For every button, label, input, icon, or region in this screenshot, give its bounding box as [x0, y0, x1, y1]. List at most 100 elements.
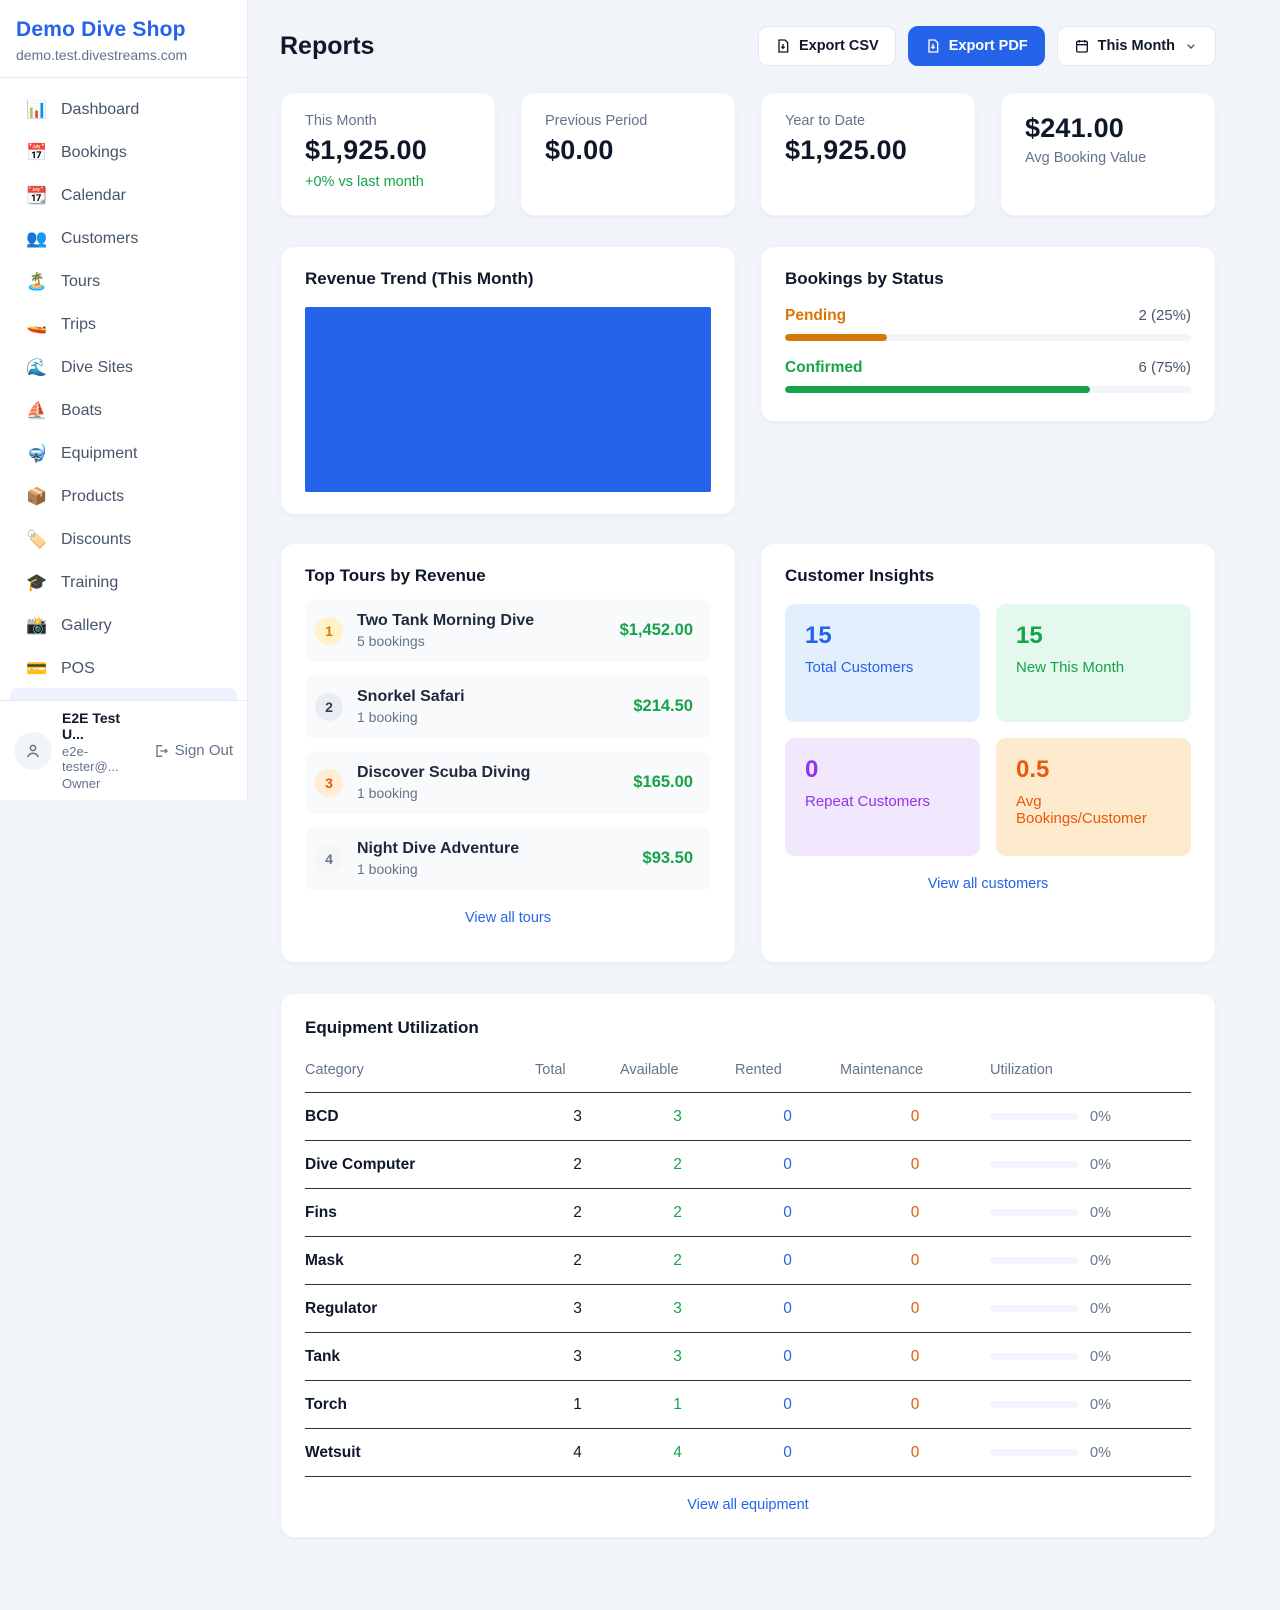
sidebar-item-reports-active-partial[interactable]	[10, 688, 237, 700]
rank-badge: 4	[315, 844, 343, 873]
sidebar-item-tours[interactable]: 🏝️ Tours	[10, 264, 237, 300]
sidebar-item-dive-sites[interactable]: 🌊 Dive Sites	[10, 350, 237, 386]
sidebar-item-calendar[interactable]: 📆 Calendar	[10, 178, 237, 214]
tour-name: Night Dive Adventure	[357, 840, 520, 857]
utilization-cell: 0%	[990, 1205, 1191, 1221]
sidebar-item-trips[interactable]: 🚤 Trips	[10, 307, 237, 343]
status-value: 2 (25%)	[1138, 307, 1191, 324]
sign-out-button[interactable]: Sign Out	[153, 742, 233, 759]
cell-category: Wetsuit	[305, 1428, 535, 1477]
sidebar-item-equipment[interactable]: 🤿 Equipment	[10, 436, 237, 472]
cell-maintenance: 0	[840, 1188, 990, 1237]
tour-name: Discover Scuba Diving	[357, 764, 531, 781]
top-tours-title: Top Tours by Revenue	[305, 566, 486, 585]
cell-total: 2	[535, 1140, 620, 1189]
file-download-icon	[928, 39, 939, 53]
view-all-equipment-link[interactable]: View all equipment	[687, 1497, 809, 1513]
cell-available: 4	[620, 1428, 735, 1477]
revenue-trend-chart	[305, 307, 711, 492]
utilization-bar	[990, 1401, 1078, 1408]
cell-total: 1	[535, 1380, 620, 1429]
sidebar-item-customers[interactable]: 👥 Customers	[10, 221, 237, 257]
tour-row[interactable]: 2 Snorkel Safari 1 booking $214.50	[305, 675, 711, 738]
revenue-trend-card: Revenue Trend (This Month)	[280, 246, 736, 515]
view-all-customers-link[interactable]: View all customers	[927, 876, 1049, 892]
utilization-percent: 0%	[1090, 1204, 1111, 1221]
sidebar-item-training[interactable]: 🎓 Training	[10, 565, 237, 601]
insight-tile-total-customers: 15 Total Customers	[785, 604, 980, 722]
table-row: Torch 1 1 0 0 0%	[305, 1380, 1191, 1429]
tile-label: Repeat Customers	[805, 793, 931, 810]
brand-domain: demo.test.divestreams.com	[16, 47, 188, 63]
bookings-by-status-card: Bookings by Status Pending 2 (25%) Confi…	[760, 246, 1216, 422]
export-pdf-button[interactable]: Export PDF	[907, 26, 1045, 66]
brand-name[interactable]: Demo Dive Shop	[16, 18, 186, 41]
tour-row[interactable]: 1 Two Tank Morning Dive 5 bookings $1,45…	[305, 599, 711, 662]
sidebar-item-label: Gallery	[61, 617, 112, 634]
customers-icon: 👥	[26, 229, 48, 248]
export-csv-button[interactable]: Export CSV	[757, 26, 896, 66]
utilization-bar	[990, 1161, 1078, 1168]
insight-grid: 15 Total Customers 15 New This Month 0 R…	[785, 604, 1191, 856]
cell-available: 2	[620, 1236, 735, 1285]
tour-row[interactable]: 3 Discover Scuba Diving 1 booking $165.0…	[305, 751, 711, 814]
period-dropdown[interactable]: This Month	[1056, 26, 1216, 66]
chevron-down-icon	[1187, 44, 1195, 49]
sidebar-item-label: Calendar	[61, 187, 126, 204]
utilization-percent: 0%	[1090, 1156, 1111, 1173]
cell-rented: 0	[735, 1236, 840, 1285]
col-utilization: Utilization	[990, 1052, 1191, 1093]
utilization-cell: 0%	[990, 1349, 1191, 1365]
utilization-bar	[990, 1353, 1078, 1360]
table-row: Tank 3 3 0 0 0%	[305, 1332, 1191, 1381]
charts-row: Revenue Trend (This Month) Bookings by S…	[280, 246, 1216, 515]
insight-tile-repeat-customers: 0 Repeat Customers	[785, 738, 980, 856]
table-row: Dive Computer 2 2 0 0 0%	[305, 1140, 1191, 1189]
sidebar-item-pos[interactable]: 💳 POS	[10, 651, 237, 687]
sidebar: Demo Dive Shop demo.test.divestreams.com…	[0, 0, 248, 800]
rank-badge: 1	[315, 616, 343, 645]
sidebar-item-label: Customers	[61, 230, 139, 247]
cell-total: 4	[535, 1428, 620, 1477]
sidebar-item-bookings[interactable]: 📅 Bookings	[10, 135, 237, 171]
utilization-percent: 0%	[1090, 1348, 1111, 1365]
brand-block[interactable]: Demo Dive Shop demo.test.divestreams.com	[0, 0, 247, 78]
cell-available: 2	[620, 1140, 735, 1189]
person-icon	[27, 744, 39, 757]
stat-value: $1,925.00	[785, 135, 907, 165]
sidebar-item-boats[interactable]: ⛵ Boats	[10, 393, 237, 429]
cell-category: BCD	[305, 1092, 535, 1141]
cell-available: 3	[620, 1332, 735, 1381]
tour-row[interactable]: 4 Night Dive Adventure 1 booking $93.50	[305, 827, 711, 890]
utilization-bar	[990, 1449, 1078, 1456]
status-row-confirmed: Confirmed 6 (75%)	[785, 359, 1191, 393]
utilization-cell: 0%	[990, 1253, 1191, 1269]
tile-label: Avg Bookings/Customer	[1016, 793, 1147, 827]
progress-fill	[785, 386, 1090, 393]
main-content: Reports Export CSV Export PDF This Month	[248, 0, 1280, 1578]
stat-card-this-month: This Month $1,925.00 +0% vs last month	[280, 92, 496, 216]
sidebar-item-products[interactable]: 📦 Products	[10, 479, 237, 515]
speedboat-icon: 🚤	[26, 315, 48, 334]
cell-category: Tank	[305, 1332, 535, 1381]
sidebar-item-discounts[interactable]: 🏷️ Discounts	[10, 522, 237, 558]
tour-amount: $214.50	[633, 697, 693, 715]
progress-track	[785, 334, 1191, 341]
tour-bookings: 5 bookings	[357, 633, 425, 649]
package-icon: 📦	[26, 487, 48, 506]
tour-amount: $93.50	[642, 849, 693, 867]
view-all-tours-link[interactable]: View all tours	[465, 910, 551, 926]
export-csv-label: Export CSV	[798, 38, 879, 54]
sidebar-item-gallery[interactable]: 📸 Gallery	[10, 608, 237, 644]
sidebar-item-label: Products	[61, 488, 125, 505]
sidebar-item-dashboard[interactable]: 📊 Dashboard	[10, 92, 237, 128]
user-info: E2E Test U... e2e-tester@... Owner	[62, 710, 143, 791]
progress-fill	[785, 334, 887, 341]
cell-total: 3	[535, 1092, 620, 1141]
status-label: Confirmed	[785, 359, 863, 376]
table-row: BCD 3 3 0 0 0%	[305, 1092, 1191, 1141]
status-value: 6 (75%)	[1138, 359, 1191, 376]
sidebar-item-label: Discounts	[61, 531, 132, 548]
utilization-cell: 0%	[990, 1445, 1191, 1461]
cell-maintenance: 0	[840, 1140, 990, 1189]
